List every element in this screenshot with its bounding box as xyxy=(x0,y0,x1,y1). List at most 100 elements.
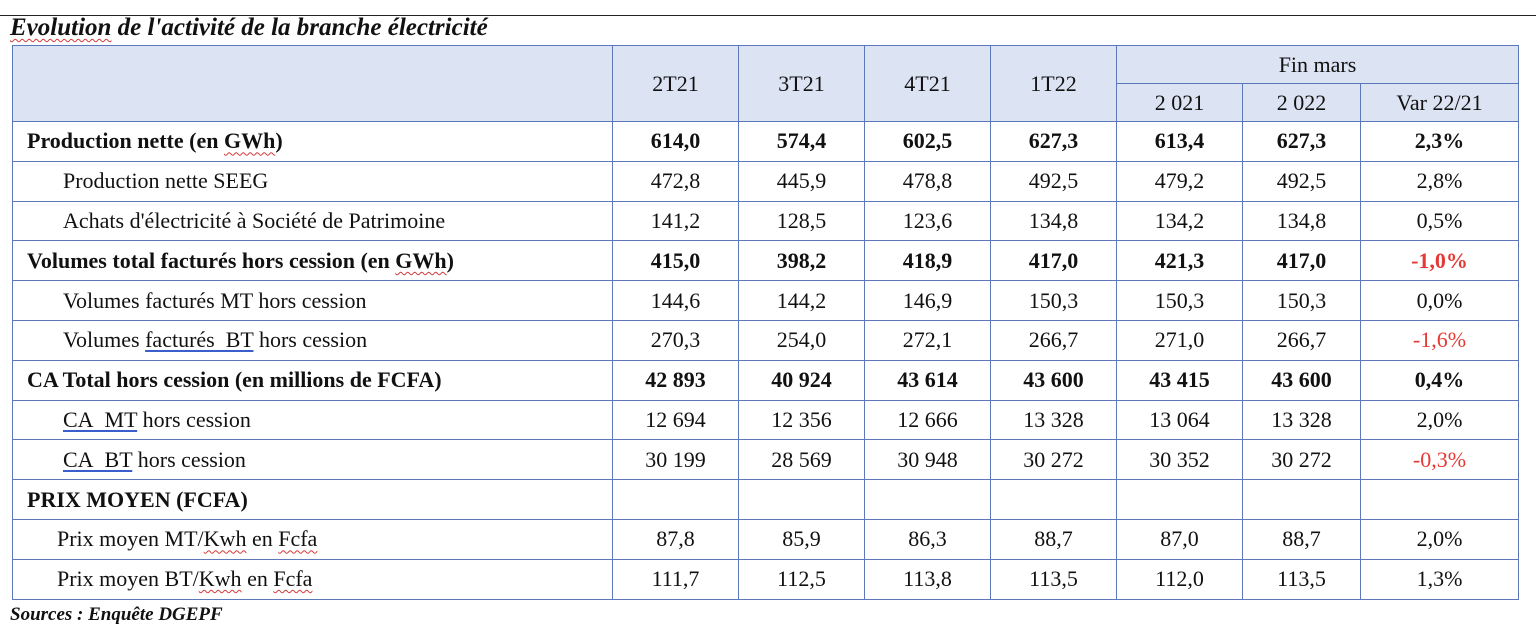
row-label: Volumes facturés MT hors cession xyxy=(12,280,613,321)
table-row: CA Total hors cession (en millions de FC… xyxy=(12,359,1520,401)
value-cell: 113,8 xyxy=(864,558,991,600)
value-cell: 85,9 xyxy=(738,518,865,560)
value-cell: 602,5 xyxy=(864,121,991,162)
value-cell: 150,3 xyxy=(1116,280,1243,321)
value-cell: 415,0 xyxy=(612,240,739,282)
value-cell: 574,4 xyxy=(738,121,865,162)
header-period-1t22: 1T22 xyxy=(990,45,1117,122)
header-period-3t21: 3T21 xyxy=(738,45,865,122)
value-cell: 87,8 xyxy=(612,518,739,560)
value-cell: 43 600 xyxy=(990,359,1117,401)
variation-cell: 2,8% xyxy=(1359,160,1520,202)
value-cell: 111,7 xyxy=(612,558,739,600)
value-cell: 88,7 xyxy=(990,518,1117,560)
row-label: Production nette SEEG xyxy=(12,160,613,202)
value-cell: 144,2 xyxy=(738,280,865,321)
header-blank-cell xyxy=(12,45,613,122)
value-cell: 478,8 xyxy=(864,160,991,202)
value-cell: 87,0 xyxy=(1116,518,1243,560)
table-title: Evolution de l'activité de la branche él… xyxy=(10,14,488,42)
value-cell: 144,6 xyxy=(612,280,739,321)
variation-cell: 1,3% xyxy=(1359,558,1520,600)
value-cell: 134,8 xyxy=(1242,200,1361,242)
value-cell xyxy=(1116,479,1243,520)
value-cell: 150,3 xyxy=(1242,280,1361,321)
value-cell: 13 328 xyxy=(990,399,1117,441)
value-cell: 123,6 xyxy=(864,200,991,242)
value-cell: 134,2 xyxy=(1116,200,1243,242)
table-row: Prix moyen MT/Kwh en Fcfa 87,8 85,9 86,3 88,… xyxy=(12,518,1520,560)
table-body: Production nette (en GWh) 614,0 574,4 602,5… xyxy=(12,121,1520,600)
value-cell: 30 272 xyxy=(1242,439,1361,481)
variation-cell: 2,3% xyxy=(1359,121,1520,162)
value-cell: 88,7 xyxy=(1242,518,1361,560)
table-row: Achats d'électricité à Société de Patrim… xyxy=(12,200,1520,242)
variation-cell: 2,0% xyxy=(1359,518,1520,560)
value-cell: 40 924 xyxy=(738,359,865,401)
value-cell: 613,4 xyxy=(1116,121,1243,162)
row-label: Prix moyen MT/Kwh en Fcfa xyxy=(12,518,613,560)
value-cell: 43 614 xyxy=(864,359,991,401)
value-cell: 13 328 xyxy=(1242,399,1361,441)
value-cell: 492,5 xyxy=(1242,160,1361,202)
value-cell: 42 893 xyxy=(612,359,739,401)
value-cell: 417,0 xyxy=(1242,240,1361,282)
source-note: Sources : Enquête DGEPF xyxy=(10,604,223,625)
variation-cell: 0,0% xyxy=(1359,280,1520,321)
title-rest: de l'activité de la branche électricité xyxy=(111,14,488,41)
variation-cell xyxy=(1359,479,1520,520)
value-cell: 30 199 xyxy=(612,439,739,481)
value-cell: 12 694 xyxy=(612,399,739,441)
table-row: Production nette (en GWh) 614,0 574,4 602,5… xyxy=(12,121,1520,162)
value-cell: 614,0 xyxy=(612,121,739,162)
value-cell xyxy=(612,479,739,520)
variation-cell: 2,0% xyxy=(1359,399,1520,441)
table-header: 2T21 3T21 4T21 1T22 Fin mars 2 021 2 022… xyxy=(12,45,1520,122)
header-sub-2021: 2 021 xyxy=(1116,83,1243,122)
row-label: CA BT hors cession xyxy=(12,439,613,481)
value-cell: 113,5 xyxy=(1242,558,1361,600)
table-row: Volumes total facturés hors cession (en … xyxy=(12,240,1520,282)
value-cell xyxy=(990,479,1117,520)
value-cell: 12 356 xyxy=(738,399,865,441)
table-row: PRIX MOYEN (FCFA) xyxy=(12,479,1520,520)
value-cell: 272,1 xyxy=(864,319,991,361)
value-cell: 28 569 xyxy=(738,439,865,481)
value-cell: 134,8 xyxy=(990,200,1117,242)
value-cell: 266,7 xyxy=(990,319,1117,361)
value-cell: 418,9 xyxy=(864,240,991,282)
table-row: CA MT hors cession 12 694 12 356 12 666 13 3… xyxy=(12,399,1520,441)
table-row: Volumes facturés MT hors cession 144,6 144… xyxy=(12,280,1520,321)
row-label: Production nette (en GWh) xyxy=(12,121,613,162)
value-cell: 86,3 xyxy=(864,518,991,560)
value-cell: 472,8 xyxy=(612,160,739,202)
value-cell: 112,5 xyxy=(738,558,865,600)
header-sub-2022: 2 022 xyxy=(1242,83,1361,122)
value-cell: 30 272 xyxy=(990,439,1117,481)
variation-cell: -1,0% xyxy=(1359,240,1520,282)
table-row: Production nette SEEG 472,8 445,9 478,8 492,… xyxy=(12,160,1520,202)
row-label: CA Total hors cession (en millions de FC… xyxy=(12,359,613,401)
value-cell xyxy=(864,479,991,520)
value-cell: 43 600 xyxy=(1242,359,1361,401)
value-cell: 492,5 xyxy=(990,160,1117,202)
value-cell: 417,0 xyxy=(990,240,1117,282)
value-cell: 141,2 xyxy=(612,200,739,242)
value-cell: 421,3 xyxy=(1116,240,1243,282)
row-label: Achats d'électricité à Société de Patrim… xyxy=(12,200,613,242)
header-group-fin-mars: Fin mars xyxy=(1115,45,1520,84)
value-cell: 112,0 xyxy=(1116,558,1243,600)
value-cell: 270,3 xyxy=(612,319,739,361)
electricity-activity-table: 2T21 3T21 4T21 1T22 Fin mars 2 021 2 022… xyxy=(12,45,1520,600)
table-row: Prix moyen BT/Kwh en Fcfa 111,7 112,5 113,8… xyxy=(12,558,1520,600)
value-cell: 12 666 xyxy=(864,399,991,441)
value-cell: 398,2 xyxy=(738,240,865,282)
row-label: PRIX MOYEN (FCFA) xyxy=(12,479,613,520)
table-row: Volumes facturés BT hors cession 270,3 254… xyxy=(12,319,1520,361)
value-cell: 254,0 xyxy=(738,319,865,361)
value-cell: 30 948 xyxy=(864,439,991,481)
variation-cell: 0,5% xyxy=(1359,200,1520,242)
variation-cell: -0,3% xyxy=(1359,439,1520,481)
table-row: CA BT hors cession 30 199 28 569 30 948 30 2… xyxy=(12,439,1520,481)
value-cell: 13 064 xyxy=(1116,399,1243,441)
